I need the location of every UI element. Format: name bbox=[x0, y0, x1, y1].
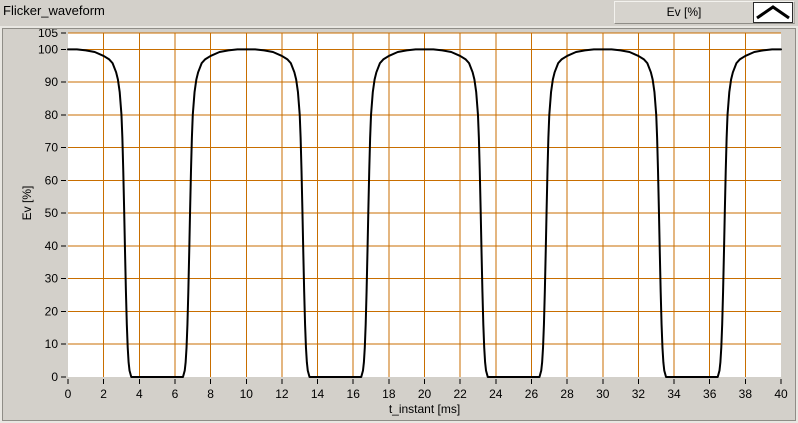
x-tick-label: 40 bbox=[774, 387, 788, 401]
x-tick-label: 32 bbox=[632, 387, 646, 401]
chart-svg: 0 2 4 6 8 10 12 14 16 18 20 22 24 26 28 30 32 34 36 38 40010… bbox=[38, 29, 788, 401]
x-tick-label: 6 bbox=[172, 387, 179, 401]
y-tick-label: 30 bbox=[45, 272, 59, 286]
y-tick-label: 0 bbox=[51, 370, 58, 384]
x-tick-label: 12 bbox=[275, 387, 289, 401]
y-tick-label: 90 bbox=[45, 75, 59, 89]
y-tick-label: 80 bbox=[45, 108, 59, 122]
y-tick-label: 10 bbox=[45, 337, 59, 351]
x-tick-label: 0 bbox=[65, 387, 72, 401]
x-tick-label: 18 bbox=[382, 387, 396, 401]
y-axis-label: Ev [%] bbox=[20, 185, 34, 221]
chart-title: Flicker_waveform bbox=[3, 3, 105, 18]
x-tick-label: 28 bbox=[560, 387, 574, 401]
x-tick-label: 26 bbox=[525, 387, 539, 401]
y-tick-label: 100 bbox=[38, 42, 58, 56]
x-tick-label: 14 bbox=[311, 387, 325, 401]
x-tick-label: 2 bbox=[100, 387, 107, 401]
waveform-line-sample-icon[interactable] bbox=[753, 2, 793, 23]
y-tick-label: 105 bbox=[38, 29, 58, 40]
x-tick-label: 34 bbox=[667, 387, 681, 401]
x-tick-label: 20 bbox=[418, 387, 432, 401]
y-tick-label: 50 bbox=[45, 206, 59, 220]
y-tick-label: 40 bbox=[45, 239, 59, 253]
x-tick-label: 22 bbox=[453, 387, 467, 401]
y-tick-label: 20 bbox=[45, 304, 59, 318]
x-tick-label: 24 bbox=[489, 387, 503, 401]
y-tick-label: 70 bbox=[45, 141, 59, 155]
x-tick-label: 4 bbox=[136, 387, 143, 401]
x-tick-label: 30 bbox=[596, 387, 610, 401]
chart-pane: 0 2 4 6 8 10 12 14 16 18 20 22 24 26 28 30 32 34 36 38 40 0 10… bbox=[0, 26, 798, 423]
x-tick-label: 16 bbox=[347, 387, 361, 401]
chevron-line-glyph bbox=[756, 5, 790, 20]
plot-legend[interactable]: Ev [%] bbox=[614, 1, 795, 24]
x-tick-label: 36 bbox=[703, 387, 717, 401]
x-tick-label: 8 bbox=[207, 387, 214, 401]
x-tick-label: 10 bbox=[240, 387, 254, 401]
x-axis-label: t_instant [ms] bbox=[388, 402, 461, 416]
plot-legend-label[interactable]: Ev [%] bbox=[666, 5, 702, 19]
waveform-line bbox=[67, 48, 782, 378]
y-tick-label: 60 bbox=[45, 173, 59, 187]
chart-pane-inner: 0 2 4 6 8 10 12 14 16 18 20 22 24 26 28 30 32 34 36 38 40 0 10… bbox=[2, 28, 796, 421]
x-tick-label: 38 bbox=[739, 387, 753, 401]
